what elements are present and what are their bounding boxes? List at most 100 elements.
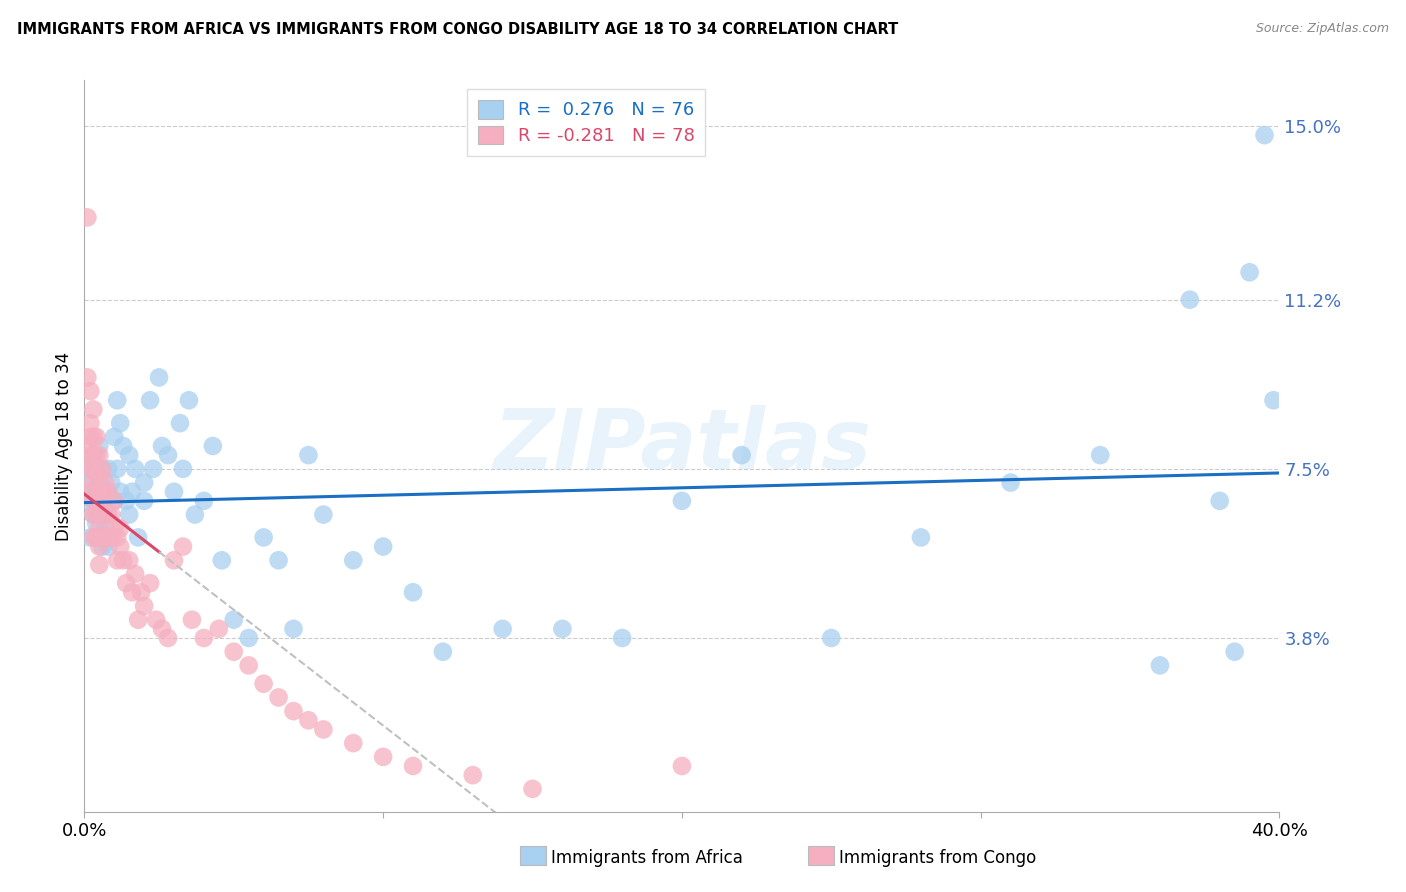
Point: [139, 393, 162, 408]
Point: [82, 448, 104, 462]
Point: [157, 448, 180, 462]
Point: [91, 530, 114, 544]
Point: [82, 484, 104, 499]
Point: [222, 645, 245, 659]
Point: [121, 585, 143, 599]
Point: [100, 475, 122, 490]
Point: [731, 448, 754, 462]
Bar: [808, 846, 834, 865]
Point: [89, 503, 111, 517]
Point: [103, 430, 125, 444]
Point: [150, 439, 173, 453]
Point: [103, 494, 125, 508]
Point: [115, 494, 138, 508]
Point: [820, 631, 842, 645]
Point: [267, 690, 290, 705]
Point: [169, 416, 191, 430]
Point: [86, 448, 108, 462]
Point: [103, 521, 125, 535]
Point: [86, 462, 108, 476]
Point: [97, 484, 120, 499]
Point: [79, 448, 101, 462]
Point: [1000, 475, 1022, 490]
Point: [76, 439, 98, 453]
Point: [91, 462, 114, 476]
Point: [100, 508, 122, 522]
Point: [118, 508, 141, 522]
Point: [193, 631, 215, 645]
Point: [211, 553, 233, 567]
Text: Source: ZipAtlas.com: Source: ZipAtlas.com: [1256, 22, 1389, 36]
Point: [1178, 293, 1201, 307]
Point: [89, 521, 111, 535]
Point: [91, 462, 114, 476]
Point: [492, 622, 515, 636]
Point: [551, 622, 574, 636]
Point: [89, 448, 111, 462]
Point: [238, 658, 260, 673]
Point: [373, 749, 395, 764]
Point: [89, 540, 111, 554]
Point: [82, 494, 104, 508]
Point: [91, 508, 114, 522]
Point: [76, 370, 98, 384]
Point: [297, 448, 319, 462]
Point: [172, 462, 194, 476]
Point: [432, 645, 454, 659]
Point: [76, 462, 98, 476]
Point: [82, 402, 104, 417]
Point: [82, 475, 104, 490]
Point: [89, 467, 111, 481]
Point: [89, 484, 111, 499]
Point: [201, 439, 224, 453]
Point: [100, 530, 122, 544]
Point: [86, 530, 108, 544]
Point: [1239, 265, 1261, 279]
Point: [82, 508, 104, 522]
Point: [97, 530, 120, 544]
Point: [193, 494, 215, 508]
Point: [105, 462, 128, 476]
Point: [222, 613, 245, 627]
Point: [86, 484, 108, 499]
Point: [297, 714, 319, 728]
Point: [82, 430, 104, 444]
Point: [97, 462, 120, 476]
Text: Immigrants from Congo: Immigrants from Congo: [839, 849, 1036, 867]
Point: [184, 508, 207, 522]
Point: [312, 508, 335, 522]
Point: [1263, 393, 1285, 408]
Point: [112, 439, 135, 453]
Text: ZIPatlas: ZIPatlas: [494, 406, 870, 486]
Point: [86, 467, 108, 481]
Point: [94, 503, 117, 517]
Point: [103, 494, 125, 508]
Point: [342, 736, 364, 750]
Point: [283, 622, 305, 636]
Point: [97, 508, 120, 522]
Point: [79, 462, 101, 476]
Legend: R =  0.276   N = 76, R = -0.281   N = 78: R = 0.276 N = 76, R = -0.281 N = 78: [467, 89, 706, 156]
Point: [612, 631, 634, 645]
Point: [253, 530, 276, 544]
Point: [105, 530, 128, 544]
Point: [402, 759, 425, 773]
Point: [89, 530, 111, 544]
Point: [105, 393, 128, 408]
Point: [115, 576, 138, 591]
Point: [110, 540, 132, 554]
Point: [1223, 645, 1246, 659]
Point: [105, 553, 128, 567]
Point: [671, 494, 693, 508]
Point: [132, 599, 156, 613]
Point: [172, 540, 194, 554]
Point: [142, 462, 165, 476]
Point: [461, 768, 484, 782]
Point: [91, 508, 114, 522]
Point: [118, 553, 141, 567]
Point: [82, 530, 104, 544]
Point: [97, 540, 120, 554]
Text: Immigrants from Africa: Immigrants from Africa: [551, 849, 742, 867]
Point: [253, 676, 276, 690]
Point: [89, 439, 111, 453]
